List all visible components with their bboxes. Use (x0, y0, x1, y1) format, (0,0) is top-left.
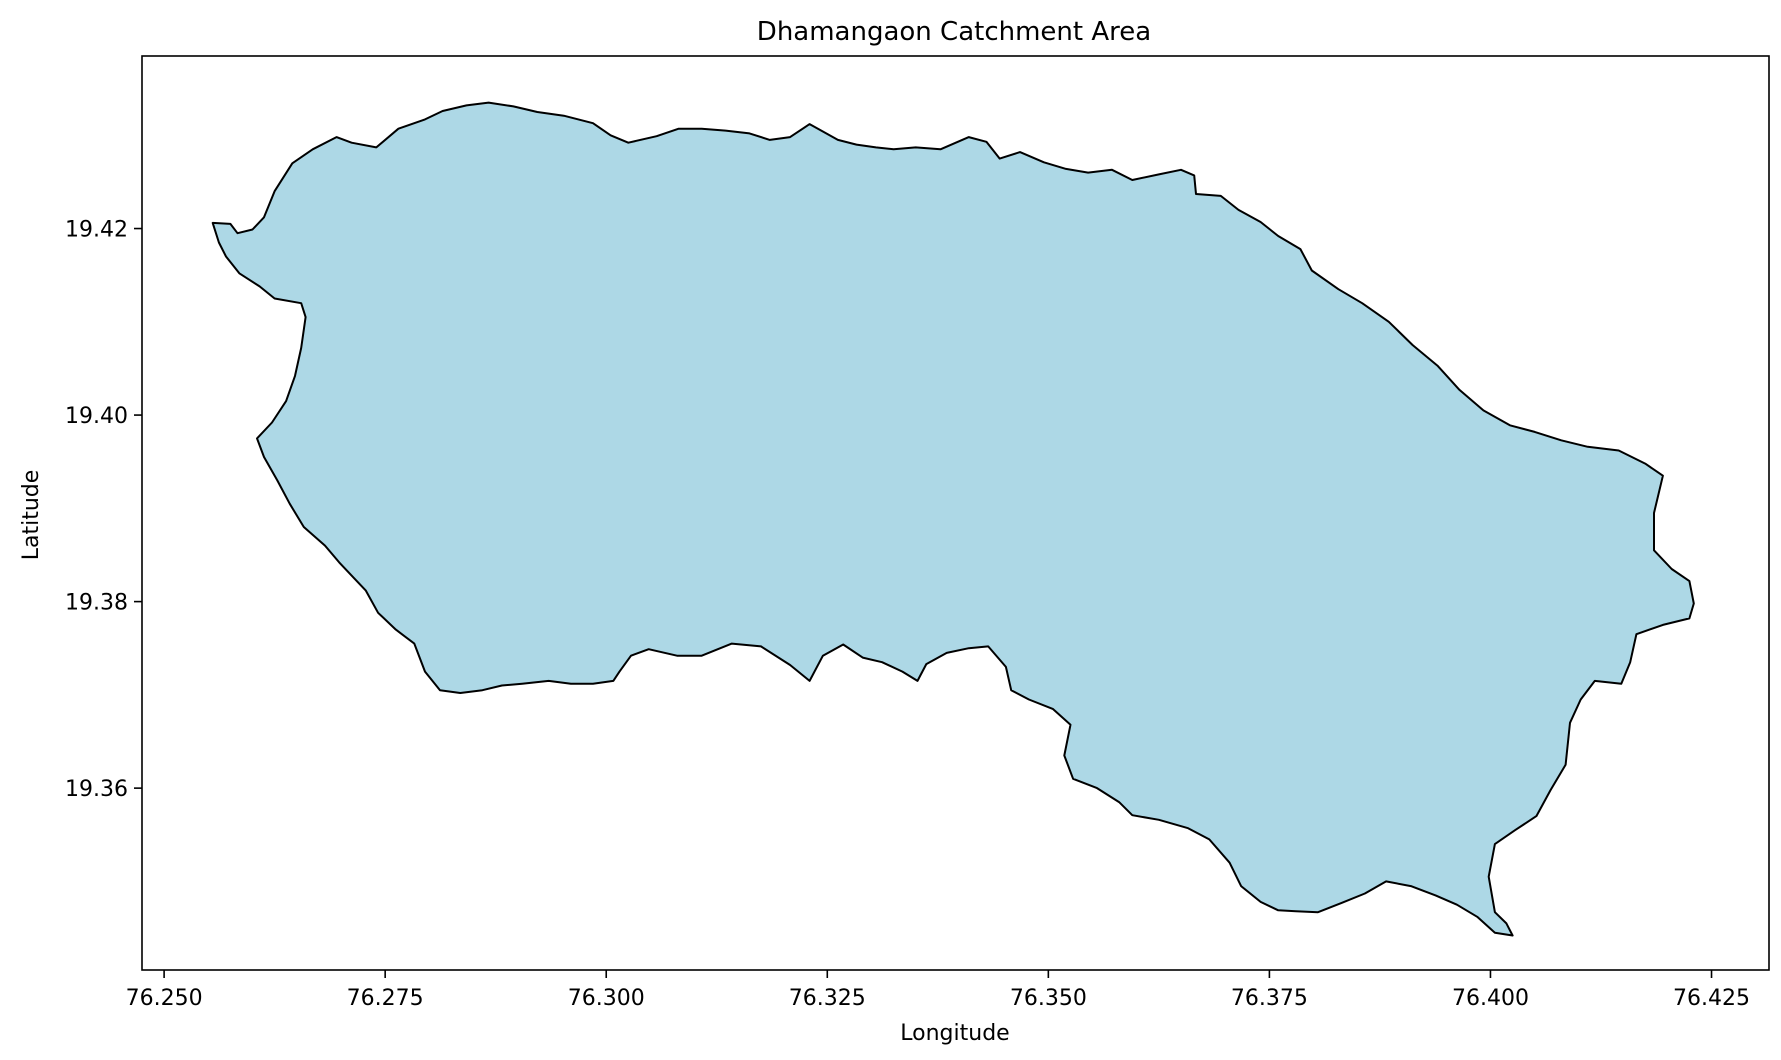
x-tick-label: 76.375 (1231, 986, 1308, 1011)
catchment-polygon (211, 101, 1695, 937)
axes-frame (141, 55, 1770, 971)
x-tick-label: 76.350 (1010, 986, 1087, 1011)
y-axis-ticks: 19.36 19.38 19.40 19.42 (65, 218, 142, 802)
x-tick-label: 76.275 (347, 986, 424, 1011)
x-tick-label: 76.250 (126, 986, 203, 1011)
plot-area (141, 55, 1770, 971)
y-tick-label: 19.36 (65, 777, 128, 802)
x-axis-label: Longitude (900, 1021, 1009, 1046)
x-tick-label: 76.325 (789, 986, 866, 1011)
plot-title: Dhamangaon Catchment Area (757, 17, 1151, 47)
y-axis-label: Latitude (19, 470, 44, 561)
x-tick-label: 76.400 (1452, 986, 1529, 1011)
x-tick-label: 76.425 (1673, 986, 1750, 1011)
y-tick-label: 19.38 (65, 591, 128, 616)
y-tick-label: 19.40 (65, 404, 128, 429)
x-axis-ticks: 76.250 76.275 76.300 76.325 76.350 76.375 76.4… (126, 970, 1750, 1011)
y-tick-label: 19.42 (65, 218, 128, 243)
x-tick-label: 76.300 (568, 986, 645, 1011)
